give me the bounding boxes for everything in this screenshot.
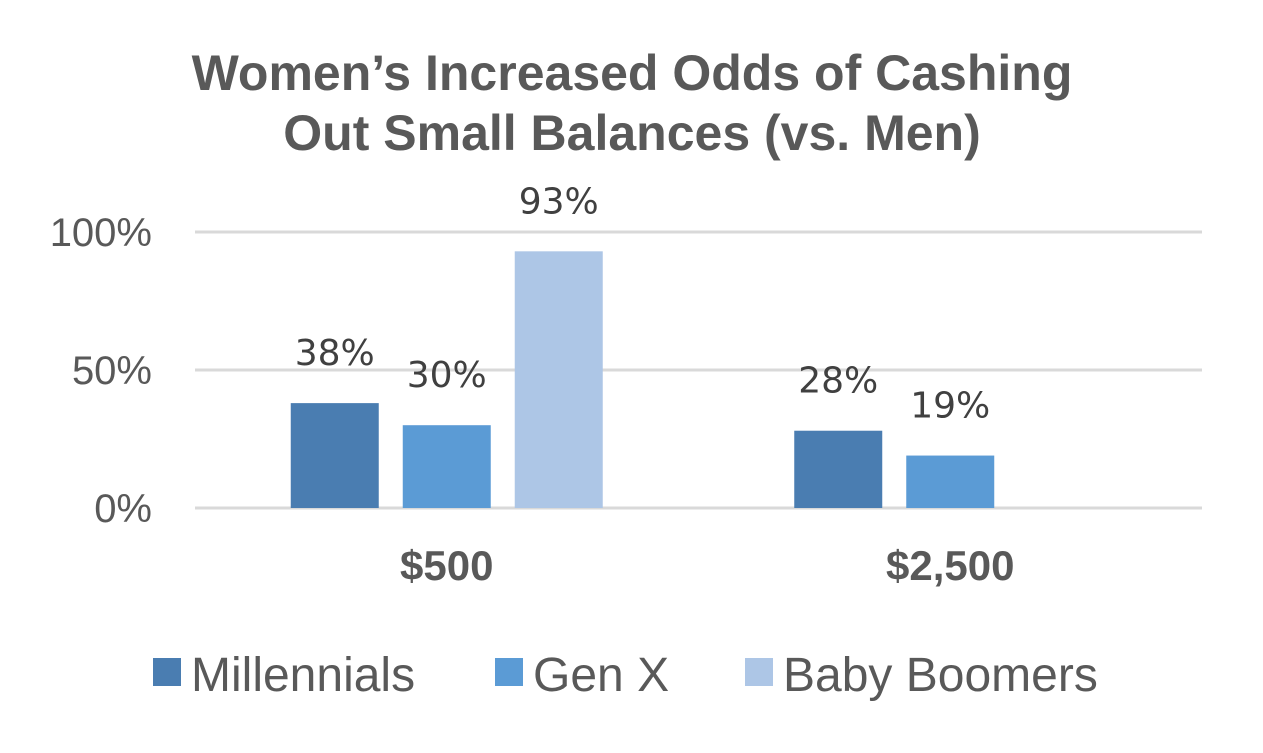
bar-baby-boomers-1	[514, 251, 603, 508]
bar-millennials-1	[290, 403, 379, 508]
data-label: 93%	[519, 181, 599, 222]
category-label: $500	[400, 542, 493, 589]
data-label: 19%	[910, 386, 990, 427]
legend: Millennials Gen X Baby Boomers	[153, 649, 1098, 702]
legend-label: Millennials	[191, 649, 415, 702]
y-tick-label: 100%	[50, 211, 152, 255]
chart-title-line-1: Women’s Increased Odds of Cashing	[192, 45, 1073, 101]
legend-swatch	[745, 658, 773, 686]
data-label: 38%	[295, 333, 375, 374]
legend-swatch	[153, 658, 181, 686]
legend-swatch	[495, 658, 523, 686]
data-label: 28%	[798, 361, 878, 402]
legend-label: Gen X	[533, 649, 669, 702]
chart-title-line-2: Out Small Balances (vs. Men)	[283, 105, 980, 161]
x-axis-categories: $500 $2,500	[400, 542, 1014, 589]
y-tick-label: 50%	[72, 349, 152, 393]
bar-millennials-2	[794, 430, 883, 508]
category-label: $2,500	[886, 542, 1014, 589]
bars	[290, 251, 995, 508]
y-axis-ticks: 0% 50% 100%	[50, 211, 152, 531]
bar-gen-x-1	[402, 425, 491, 508]
data-labels: 38% 30% 93% 28% 19%	[295, 181, 991, 426]
legend-label: Baby Boomers	[783, 649, 1098, 702]
bar-gen-x-2	[906, 455, 995, 508]
y-tick-label: 0%	[94, 487, 152, 531]
data-label: 30%	[407, 355, 487, 396]
